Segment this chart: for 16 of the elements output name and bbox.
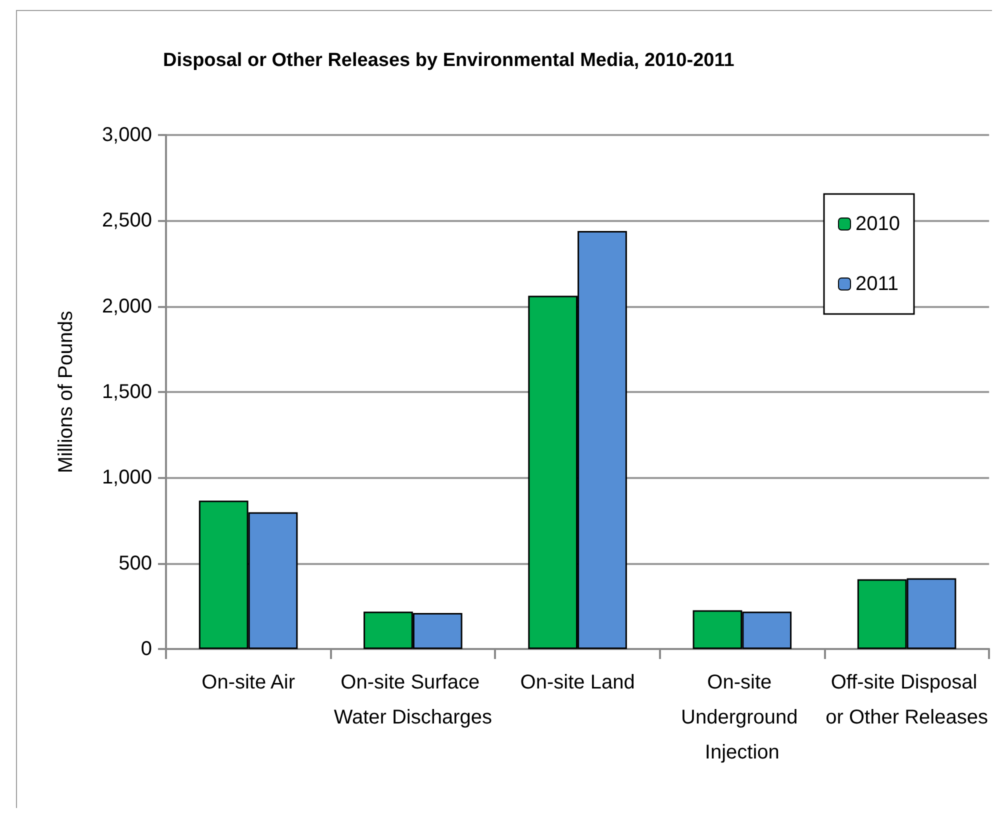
y-tick-label: 1,500	[102, 381, 152, 403]
y-tick-label: 2,000	[102, 295, 152, 318]
legend-label: 2011	[856, 273, 899, 295]
chart-title: Disposal or Other Releases by Environmental Media, 2010-2011	[163, 50, 735, 71]
x-tick-label: On-site Air	[202, 672, 296, 694]
x-tick-label: Off-site Disposal or Other Releases	[826, 672, 988, 728]
x-tick-label: On-site Underground Injection	[681, 672, 804, 764]
x-tick-label: On-site Surface Water Discharges	[334, 672, 492, 728]
y-tick-label: 0	[140, 638, 152, 660]
y-tick-label: 2,500	[102, 210, 152, 232]
y-axis-title: Millions of Pounds	[55, 310, 77, 474]
legend-label: 2010	[856, 213, 900, 235]
y-tick-label: 3,000	[102, 124, 152, 146]
x-tick-label: On-site Land	[520, 672, 635, 694]
y-tick-label: 500	[118, 552, 152, 574]
y-tick-label: 1,000	[102, 466, 152, 489]
